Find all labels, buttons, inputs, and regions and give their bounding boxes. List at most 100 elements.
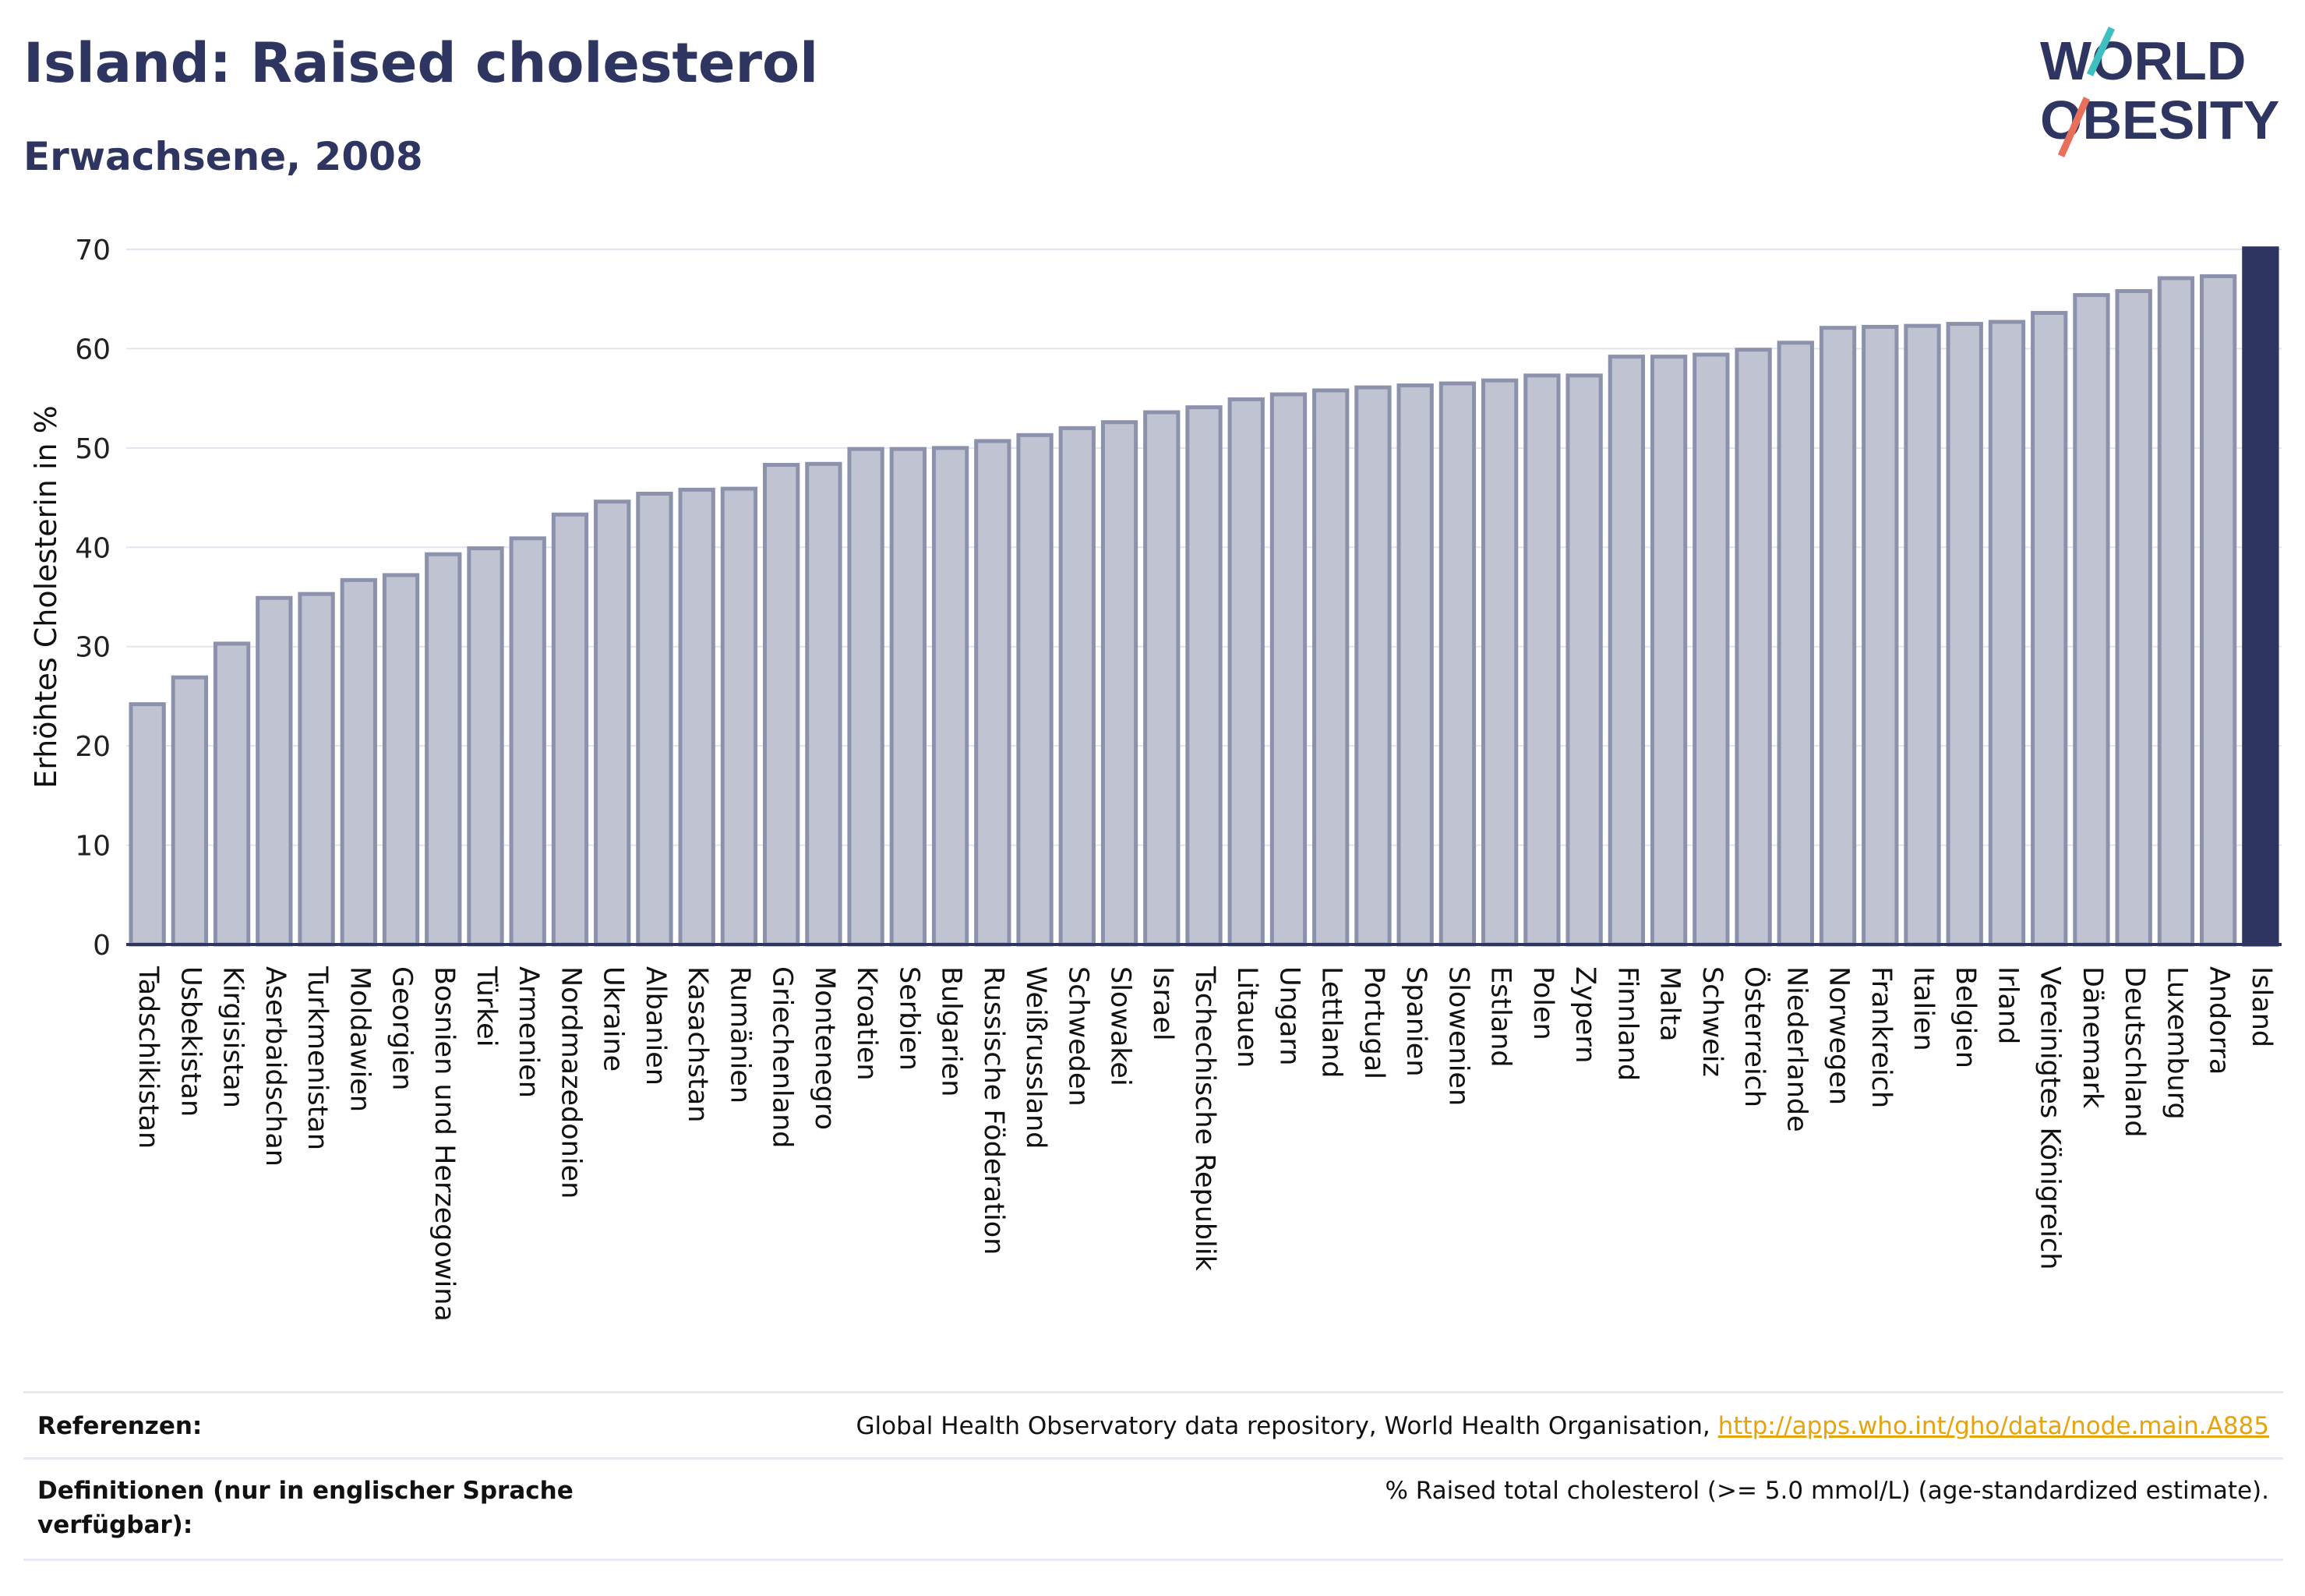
references-link[interactable]: http://apps.who.int/gho/data/node.main.A… [1717, 1412, 2269, 1440]
bar [1185, 405, 1223, 947]
y-tick-label: 20 [75, 731, 111, 763]
x-tick-label: Zypern [1569, 966, 1601, 1063]
bar [2115, 289, 2152, 947]
footer-definitions-row: Definitionen (nur in englischer Sprache … [23, 1457, 2283, 1561]
logo-slash-coral [2057, 97, 2091, 157]
y-tick-label: 10 [75, 831, 111, 863]
bar [1312, 388, 1350, 947]
bar [1988, 320, 2026, 947]
x-tick-label: Russische Föderation [978, 966, 1009, 1255]
x-tick-label: Portugal [1358, 966, 1389, 1079]
x-tick-label: Aserbaidschan [259, 966, 291, 1167]
bar [467, 546, 504, 947]
x-tick-label: Rumänien [724, 966, 755, 1103]
references-label: Referenzen: [37, 1412, 203, 1440]
bar [1693, 352, 1730, 947]
x-tick-label: Moldawien [344, 966, 375, 1112]
x-tick-label: Griechenland [767, 966, 798, 1148]
bar [1438, 381, 1477, 947]
bar [847, 447, 884, 947]
x-tick-label: Niederlande [1781, 966, 1812, 1132]
bar [720, 486, 758, 947]
x-tick-label: Nordmazedonien [555, 966, 586, 1199]
bar [213, 641, 251, 947]
bar [1819, 326, 1857, 947]
bar [509, 536, 546, 947]
x-tick-label: Ungarn [1273, 966, 1304, 1065]
x-tick-label: Tschechische Republik [1189, 966, 1220, 1272]
bar [340, 577, 377, 947]
x-tick-label: Estland [1485, 966, 1516, 1068]
logo-text-world: WORLD [2040, 30, 2246, 91]
bar [2157, 276, 2195, 947]
references-source: Global Health Observatory data repositor… [856, 1412, 1718, 1440]
x-tick-label: Luxemburg [2161, 966, 2192, 1120]
bar [256, 595, 293, 947]
bar [298, 591, 335, 947]
bar [974, 439, 1011, 947]
bar [1904, 323, 1941, 947]
bar [1058, 425, 1096, 947]
bar [1608, 355, 1646, 947]
world-obesity-logo: WORLD OBESITY [2040, 26, 2279, 157]
bar [1016, 433, 1054, 947]
page-subtitle: Erwachsene, 2008 [23, 134, 423, 179]
y-axis-label: Erhöhtes Cholesterin in % [29, 405, 63, 789]
x-tick-label: Türkei [471, 966, 502, 1047]
bar [2199, 274, 2237, 947]
bar [1269, 392, 1308, 947]
references-text: Global Health Observatory data repositor… [856, 1409, 2269, 1443]
x-tick-label: Kirgisistan [217, 966, 249, 1108]
bar [1565, 373, 1603, 947]
bar [425, 552, 462, 947]
x-tick-label: Tadschikistan [132, 966, 164, 1149]
x-tick-label: Schweiz [1696, 966, 1728, 1077]
bar [1650, 355, 1688, 947]
bar [1227, 397, 1265, 947]
y-tick-label: 0 [93, 930, 111, 962]
x-tick-label: Armenien [513, 966, 544, 1098]
y-tick-label: 30 [75, 632, 111, 664]
x-tick-label: Dänemark [2077, 966, 2108, 1109]
x-tick-label: Polen [1527, 966, 1558, 1040]
x-tick-label: Vereinigtes Königreich [2035, 966, 2066, 1269]
bar [2031, 311, 2068, 947]
bar [1862, 324, 1899, 947]
bar [636, 491, 673, 947]
y-tick-label: 40 [75, 532, 111, 564]
bar [805, 461, 842, 947]
bar [889, 447, 927, 947]
x-tick-label: Lettland [1316, 966, 1347, 1078]
bar [1735, 348, 1772, 947]
bar [594, 500, 631, 947]
x-tick-label: Kasachstan [682, 966, 713, 1122]
logo-slash-teal [2086, 26, 2116, 76]
bar [762, 463, 800, 947]
x-tick-label: Andorra [2204, 966, 2235, 1075]
bar [1481, 378, 1519, 947]
bar [1777, 341, 1814, 947]
page-title: Island: Raised cholesterol [23, 31, 819, 95]
x-tick-label: Albanien [640, 966, 671, 1086]
x-tick-label: Slowakei [1105, 966, 1136, 1086]
x-tick-label: Norwegen [1823, 966, 1855, 1105]
bar [129, 702, 166, 947]
bar [2073, 293, 2110, 947]
x-tick-label: Bulgarien [936, 966, 967, 1096]
bar [1396, 383, 1434, 947]
bar-chart: 0 10 20 30 40 50 60 70 Tadschikistan Usbekistan Ki… [29, 235, 2282, 1322]
bar [2242, 246, 2279, 947]
bar [171, 675, 209, 947]
x-tick-label: Italien [1908, 966, 1939, 1051]
x-tick-label: Island [2246, 966, 2277, 1047]
x-tick-label: Usbekistan [175, 966, 206, 1117]
x-tick-label: Frankreich [1866, 966, 1897, 1108]
x-tick-label: Kroatien [851, 966, 882, 1081]
bar [1946, 322, 1983, 947]
x-tick-label: Österreich [1738, 966, 1771, 1107]
x-tick-label: Georgien [387, 966, 418, 1091]
x-tick-label: Spanien [1400, 966, 1431, 1077]
bar [1354, 385, 1392, 947]
bar [1523, 373, 1561, 947]
x-tick-label: Belgien [1950, 966, 1981, 1068]
